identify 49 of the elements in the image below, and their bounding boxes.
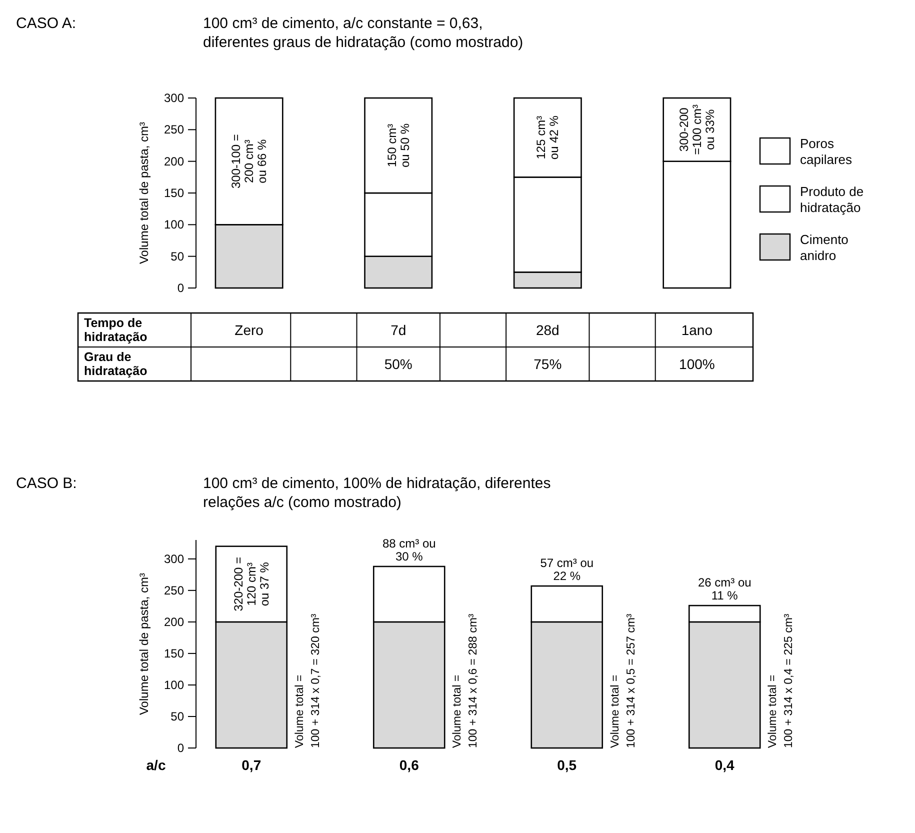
text: 100% bbox=[679, 356, 715, 372]
x-tick-label: 28d bbox=[536, 322, 560, 338]
total-label: Volume total = 100 + 314 x 0,7 = 320 cm³ bbox=[294, 614, 322, 748]
total-label: Volume total = 100 + 314 x 0,6 = 288 cm³ bbox=[452, 614, 480, 748]
x-tick-label: 0,4 bbox=[714, 757, 735, 773]
chart-subtitle: 100 cm³ de cimento, a/c constante = 0,63, diferentes graus de hidratação (como mostrado) bbox=[203, 15, 524, 51]
y-tick-label: 50 bbox=[170, 249, 184, 264]
y-tick-label: 300 bbox=[164, 552, 184, 566]
x-tick-label: 0,5 bbox=[557, 757, 577, 773]
data-label: 300-200 =100 cm³ ou 33% bbox=[676, 104, 717, 155]
data-label: 88 cm³ ou 30 % bbox=[382, 536, 436, 564]
legend-label: Produto de hidratação bbox=[800, 184, 864, 215]
y-tick-label: 150 bbox=[164, 646, 184, 660]
y-tick-label: 0 bbox=[177, 281, 184, 295]
y-tick-label: 100 bbox=[164, 678, 184, 692]
x-tick-label: 0,6 bbox=[399, 757, 420, 773]
data-label: 57 cm³ ou 22 % bbox=[540, 556, 594, 584]
data-label: 300-100 = 200 cm³ ou 66 % bbox=[229, 134, 270, 189]
data-label: 150 cm³ ou 50 % bbox=[384, 123, 412, 168]
y-tick-label: 200 bbox=[164, 614, 184, 629]
y-axis-title: Volume total de pasta, cm³ bbox=[137, 572, 151, 716]
y-tick-label: 300 bbox=[164, 91, 184, 105]
text: Tempo de hidratação bbox=[84, 316, 148, 344]
x-tick-label: 7d bbox=[390, 322, 406, 338]
x-tick-label: 1ano bbox=[681, 322, 713, 338]
total-label: Volume total = 100 + 314 x 0,5 = 257 cm³ bbox=[609, 614, 638, 748]
y-tick-label: 150 bbox=[164, 186, 184, 200]
y-tick-label: 250 bbox=[164, 122, 184, 137]
data-label: 26 cm³ ou 11 % bbox=[698, 576, 752, 603]
x-axis-title: a/c bbox=[146, 757, 166, 773]
data-label: 320-200 = 120 cm³ ou 37 % bbox=[231, 556, 272, 612]
x-tick-label: 0,7 bbox=[242, 757, 262, 773]
y-axis-title: Volume total de pasta, cm³ bbox=[137, 122, 151, 264]
text: CASO B: bbox=[16, 475, 77, 492]
text: CASO A: bbox=[16, 15, 76, 32]
y-tick-label: 100 bbox=[164, 218, 184, 232]
legend-label: Cimento anidro bbox=[800, 232, 848, 263]
chart-subtitle: 100 cm³ de cimento, 100% de hidratação, diferentes relações a/c (como mostrado) bbox=[203, 475, 551, 511]
total-label: Volume total = 100 + 314 x 0,4 = 225 cm³ bbox=[767, 614, 796, 748]
legend-label: Poros capilares bbox=[800, 136, 853, 167]
data-label: 125 cm³ ou 42 % bbox=[534, 115, 562, 160]
text: Grau de hidratação bbox=[84, 350, 148, 378]
text: 50% bbox=[384, 356, 412, 372]
y-tick-label: 50 bbox=[170, 709, 184, 724]
x-tick-label: Zero bbox=[234, 322, 264, 338]
y-tick-label: 250 bbox=[164, 583, 184, 598]
y-tick-label: 0 bbox=[177, 741, 184, 755]
text: 75% bbox=[534, 356, 562, 372]
y-tick-label: 200 bbox=[164, 154, 184, 168]
